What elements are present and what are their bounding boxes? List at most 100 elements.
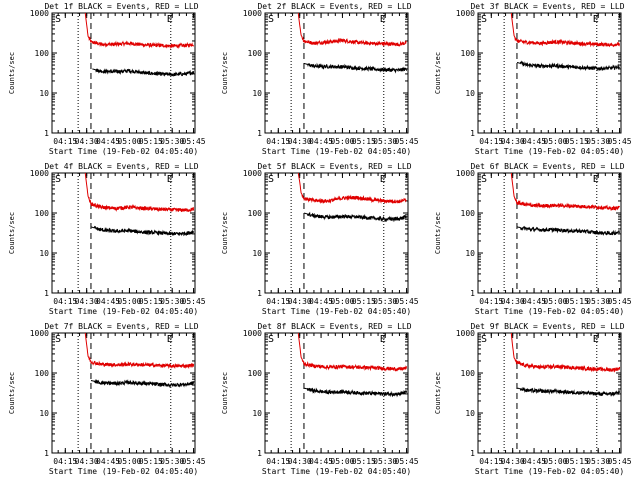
x-tick-label: 05:30: [586, 137, 610, 146]
x-tick-label: 05:45: [395, 457, 419, 466]
x-tick-label: 04:45: [309, 457, 333, 466]
lld-series-line: [84, 172, 195, 213]
x-tick-label: 05:15: [565, 137, 589, 146]
y-tick-label: 1: [470, 129, 475, 138]
y-tick-label: 100: [248, 209, 263, 218]
x-tick-label: 05:00: [330, 137, 354, 146]
x-tick-label: 04:45: [96, 297, 120, 306]
x-tick-label: 04:45: [522, 297, 546, 306]
x-tick-label: 04:30: [501, 457, 525, 466]
x-tick-label: 05:45: [182, 137, 206, 146]
x-tick-label: 05:30: [586, 457, 610, 466]
x-tick-label: 04:30: [75, 137, 99, 146]
end-marker-label: E: [593, 14, 599, 25]
detector-panel-9: Det 9f BLACK = Events, RED = LLD 1 10 100 10…: [434, 322, 632, 476]
x-tick-label: 04:15: [479, 457, 503, 466]
y-tick-label: 1000: [243, 169, 262, 178]
x-tick-label: 04:15: [53, 457, 77, 466]
y-tick-label: 10: [39, 89, 49, 98]
x-tick-label: 04:45: [96, 457, 120, 466]
y-axis-label: Counts/sec: [221, 372, 229, 414]
y-tick-label: 100: [248, 49, 263, 58]
detector-panel-2: Det 2f BLACK = Events, RED = LLD 1 10 100 10…: [221, 2, 419, 156]
lld-series-line: [297, 12, 407, 47]
x-tick-label: 04:45: [522, 137, 546, 146]
y-tick-label: 1000: [456, 169, 475, 178]
plot-frame: [264, 332, 409, 454]
y-axis-label: Counts/sec: [434, 372, 442, 414]
plot-frame: [477, 12, 622, 134]
events-series-line: [304, 387, 408, 398]
start-marker-label: S: [55, 174, 61, 185]
x-tick-label: 04:45: [96, 137, 120, 146]
x-tick-label: 05:30: [160, 137, 184, 146]
y-tick-label: 10: [39, 409, 49, 418]
y-axis-label: Counts/sec: [8, 52, 16, 94]
x-axis-label: Start Time (19-Feb-02 04:05:40): [475, 307, 624, 316]
y-tick-label: 1: [257, 449, 262, 458]
panel-title: Det 6f BLACK = Events, RED = LLD: [470, 162, 624, 171]
x-axis-label: Start Time (19-Feb-02 04:05:40): [262, 307, 411, 316]
y-tick-label: 1000: [30, 329, 49, 338]
x-tick-label: 05:15: [565, 457, 589, 466]
start-marker-label: S: [268, 14, 274, 25]
x-tick-label: 05:45: [608, 297, 632, 306]
events-series-line: [517, 225, 620, 236]
x-axis-label: Start Time (19-Feb-02 04:05:40): [475, 147, 624, 156]
start-marker-label: S: [268, 334, 274, 345]
detector-panel-5: Det 5f BLACK = Events, RED = LLD 1 10 100 10…: [221, 162, 419, 316]
x-tick-label: 04:15: [479, 297, 503, 306]
y-tick-label: 100: [35, 49, 50, 58]
x-tick-label: 05:00: [543, 297, 567, 306]
plot-frame: [51, 12, 196, 134]
x-tick-label: 04:45: [309, 137, 333, 146]
x-tick-label: 05:30: [373, 137, 397, 146]
events-series-line: [92, 68, 195, 77]
panel-title: Det 4f BLACK = Events, RED = LLD: [44, 162, 198, 171]
panel-title: Det 8f BLACK = Events, RED = LLD: [257, 322, 411, 331]
x-tick-label: 05:30: [160, 297, 184, 306]
x-tick-label: 05:15: [565, 297, 589, 306]
detector-panel-1: Det 1f BLACK = Events, RED = LLD 1 10 100 10…: [8, 2, 206, 156]
y-tick-label: 10: [252, 249, 262, 258]
x-tick-label: 05:30: [160, 457, 184, 466]
end-marker-label: E: [167, 334, 173, 345]
y-tick-label: 100: [35, 369, 50, 378]
plot-frame: [477, 332, 622, 454]
x-tick-label: 04:30: [75, 297, 99, 306]
x-tick-label: 05:00: [117, 457, 141, 466]
x-tick-label: 04:30: [288, 297, 312, 306]
x-tick-label: 05:45: [182, 297, 206, 306]
y-tick-label: 1000: [243, 329, 262, 338]
events-series-line: [303, 211, 407, 223]
x-tick-label: 05:00: [543, 137, 567, 146]
y-axis-label: Counts/sec: [221, 212, 229, 254]
y-tick-label: 100: [461, 49, 476, 58]
x-tick-label: 05:30: [373, 457, 397, 466]
lld-series-line: [510, 12, 621, 48]
x-axis-label: Start Time (19-Feb-02 04:05:40): [49, 147, 198, 156]
x-tick-label: 04:30: [288, 137, 312, 146]
x-tick-label: 04:30: [288, 457, 312, 466]
x-tick-label: 04:15: [53, 297, 77, 306]
start-marker-label: S: [55, 14, 61, 25]
y-tick-label: 1: [470, 289, 475, 298]
panel-title: Det 5f BLACK = Events, RED = LLD: [257, 162, 411, 171]
plot-frame: [51, 332, 196, 454]
y-axis-label: Counts/sec: [8, 372, 16, 414]
lld-series-line: [297, 332, 408, 372]
x-tick-label: 05:30: [586, 297, 610, 306]
events-series-line: [517, 386, 621, 397]
detector-panel-4: Det 4f BLACK = Events, RED = LLD 1 10 100 10…: [8, 162, 206, 316]
end-marker-label: E: [380, 334, 386, 345]
x-tick-label: 05:15: [352, 137, 376, 146]
x-tick-label: 04:15: [479, 137, 503, 146]
x-tick-label: 05:00: [117, 297, 141, 306]
y-tick-label: 1: [44, 449, 49, 458]
plot-frame: [264, 12, 409, 134]
x-tick-label: 05:15: [352, 457, 376, 466]
y-tick-label: 10: [465, 409, 475, 418]
panel-title: Det 7f BLACK = Events, RED = LLD: [44, 322, 198, 331]
